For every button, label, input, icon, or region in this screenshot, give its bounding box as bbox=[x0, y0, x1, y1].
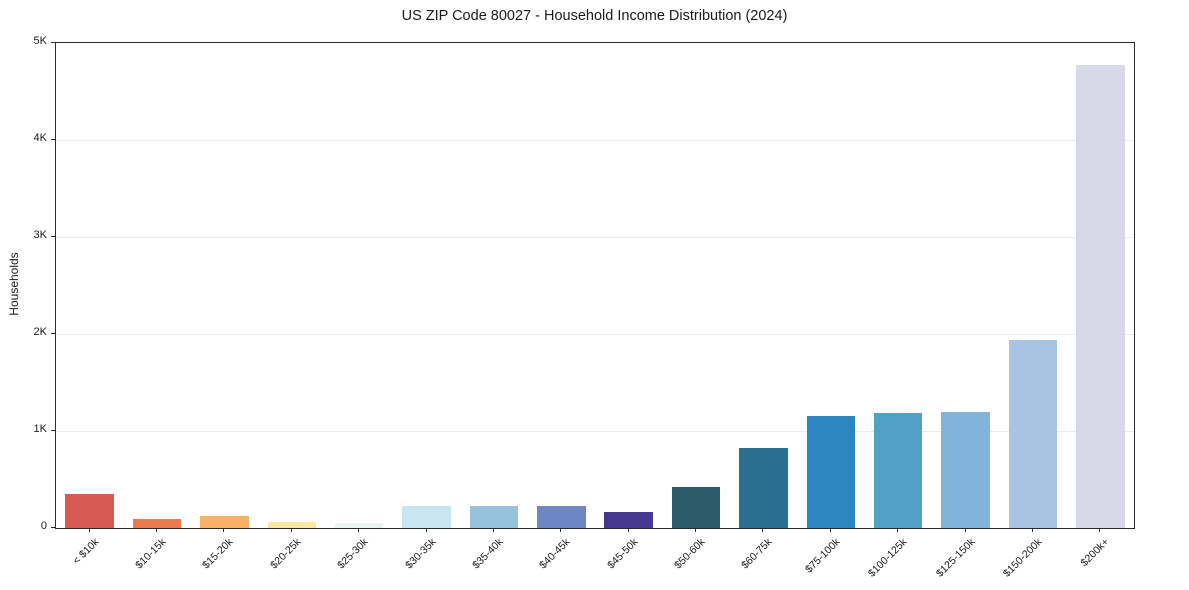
x-tick-label: $50-60k bbox=[672, 536, 708, 572]
bar bbox=[469, 505, 519, 528]
y-tick-label: 5K bbox=[33, 35, 47, 47]
bar bbox=[132, 519, 182, 528]
x-tick-label: $20-25k bbox=[267, 536, 304, 572]
y-tick-label: 2K bbox=[33, 326, 47, 338]
y-tick-mark bbox=[51, 138, 55, 140]
y-tick-mark bbox=[51, 429, 55, 431]
x-tick-mark bbox=[762, 528, 764, 532]
y-tick-label: 3K bbox=[33, 229, 47, 241]
bar bbox=[941, 411, 990, 528]
bar bbox=[1008, 339, 1058, 528]
x-tick-mark bbox=[964, 528, 966, 532]
y-axis-label: Households bbox=[7, 252, 21, 316]
gridline bbox=[56, 237, 1134, 238]
y-tick-label: 4K bbox=[33, 132, 47, 144]
x-tick-mark bbox=[223, 528, 225, 532]
y-tick-label: 1K bbox=[33, 423, 47, 435]
x-tick-label: $100-125k bbox=[866, 536, 910, 580]
bar bbox=[873, 413, 923, 528]
x-tick-label: $75-100k bbox=[802, 536, 843, 576]
gridline bbox=[56, 431, 1134, 432]
x-tick-mark bbox=[358, 528, 360, 532]
x-tick-mark bbox=[492, 528, 494, 532]
x-tick-mark bbox=[156, 528, 158, 532]
y-tick-mark bbox=[51, 332, 55, 334]
gridline bbox=[56, 334, 1134, 335]
x-tick-label: $60-75k bbox=[739, 536, 775, 572]
bar bbox=[402, 505, 451, 528]
x-tick-mark bbox=[627, 528, 629, 532]
x-tick-mark bbox=[897, 528, 899, 532]
plot-area bbox=[55, 42, 1135, 529]
bar bbox=[334, 522, 384, 528]
x-tick-mark bbox=[290, 528, 292, 532]
bar bbox=[267, 522, 317, 528]
x-tick-label: $200k+ bbox=[1078, 536, 1112, 570]
bar bbox=[604, 512, 653, 528]
x-tick-mark bbox=[695, 528, 697, 532]
x-tick-mark bbox=[1031, 528, 1033, 532]
x-tick-mark bbox=[1099, 528, 1101, 532]
x-tick-mark bbox=[829, 528, 831, 532]
y-tick-mark bbox=[51, 41, 55, 43]
chart-title: US ZIP Code 80027 - Household Income Dis… bbox=[401, 8, 788, 24]
x-tick-mark bbox=[88, 528, 90, 532]
x-tick-label: $25-30k bbox=[335, 536, 371, 572]
bar bbox=[200, 516, 249, 528]
gridline bbox=[56, 140, 1134, 141]
x-tick-label: $35-40k bbox=[470, 536, 506, 572]
bar bbox=[537, 505, 586, 528]
bar bbox=[1076, 65, 1125, 528]
x-tick-label: $40-45k bbox=[537, 536, 573, 572]
x-tick-mark bbox=[560, 528, 562, 532]
x-tick-label: $45-50k bbox=[604, 536, 641, 572]
y-tick-label: 0 bbox=[40, 520, 47, 532]
bar bbox=[65, 494, 114, 528]
bar bbox=[671, 487, 721, 528]
x-tick-label: $125-150k bbox=[933, 536, 978, 580]
x-tick-label: $15-20k bbox=[200, 536, 236, 572]
x-tick-label: $10-15k bbox=[133, 536, 169, 572]
x-tick-label: < $10k bbox=[70, 536, 102, 567]
x-tick-label: $30-35k bbox=[402, 536, 439, 572]
x-tick-mark bbox=[425, 528, 427, 532]
bar bbox=[806, 416, 856, 528]
y-tick-mark bbox=[51, 526, 55, 528]
x-tick-label: $150-200k bbox=[1000, 536, 1045, 580]
bar bbox=[739, 447, 788, 528]
y-tick-mark bbox=[51, 235, 55, 237]
